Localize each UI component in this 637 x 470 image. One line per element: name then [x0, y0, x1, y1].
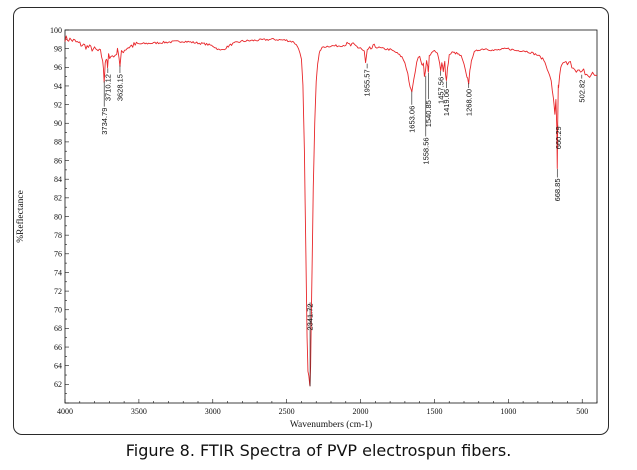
y-tick-label: 88 — [54, 138, 62, 147]
y-tick-label: 76 — [54, 250, 62, 259]
y-tick-label: 74 — [54, 268, 62, 277]
peak-label: 3628.15 — [116, 74, 125, 101]
x-axis-title: Wavenumbers (cm-1) — [290, 419, 372, 430]
peak-label: 502.82 — [577, 80, 586, 103]
y-tick-label: 66 — [54, 343, 62, 352]
spectrum-line — [64, 35, 598, 387]
peak-label: 1457.56 — [436, 77, 445, 104]
peak-label: 1558.56 — [421, 137, 430, 164]
series — [64, 35, 598, 387]
x-tick-label: 3500 — [131, 407, 147, 416]
plot-frame — [64, 29, 598, 404]
y-tick-label: 82 — [54, 194, 62, 203]
y-tick-label: 90 — [54, 119, 62, 128]
peak-label: 3734.79 — [100, 108, 109, 135]
y-tick-label: 98 — [54, 44, 62, 53]
y-tick-label: 70 — [54, 306, 62, 315]
x-tick-label: 4000 — [57, 407, 73, 416]
y-tick-label: 80 — [54, 212, 62, 221]
peak-label: 1955.57 — [363, 69, 372, 96]
y-tick-label: 68 — [54, 324, 62, 333]
x-tick-label: 500 — [576, 407, 588, 416]
peak-label: 1653.06 — [407, 106, 416, 133]
y-tick-label: 72 — [54, 287, 62, 296]
peak-label: 3710.12 — [103, 74, 112, 101]
y-tick-label: 92 — [54, 100, 62, 109]
y-tick-label: 94 — [54, 82, 62, 91]
x-tick-label: 1000 — [500, 407, 516, 416]
y-tick-label: 84 — [54, 175, 62, 184]
ticks: 62 64 66 68 70 72 74 76 78 80 82 84 86 88 90 92 94 96 98 10… — [50, 26, 598, 416]
peak-label: 668.85 — [553, 178, 562, 201]
axes — [64, 29, 598, 404]
x-tick-label: 3000 — [205, 407, 221, 416]
y-tick-label: 96 — [54, 63, 62, 72]
peak-annotations: 3734.79 3710.12 3628.15 2341.72 1955.57 1653.… — [100, 63, 586, 387]
peak-label: 2341.72 — [306, 303, 315, 330]
y-tick-label: 86 — [54, 156, 62, 165]
x-tick-label: 1500 — [426, 407, 442, 416]
y-tick-label: 100 — [50, 26, 62, 35]
peak-label: 660.29 — [554, 126, 563, 149]
peak-label: 1419.06 — [442, 89, 451, 116]
peak-label: 1268.00 — [464, 89, 473, 116]
peak-label: 1540.85 — [424, 100, 433, 127]
x-tick-label: 2500 — [279, 407, 295, 416]
figure-caption: Figure 8. FTIR Spectra of PVP electrospu… — [125, 441, 512, 460]
y-tick-label: 78 — [54, 231, 62, 240]
y-tick-label: 64 — [54, 362, 62, 371]
x-tick-label: 2000 — [353, 407, 369, 416]
y-tick-label: 62 — [54, 380, 62, 389]
y-axis-title: %Reflectance — [15, 190, 26, 243]
